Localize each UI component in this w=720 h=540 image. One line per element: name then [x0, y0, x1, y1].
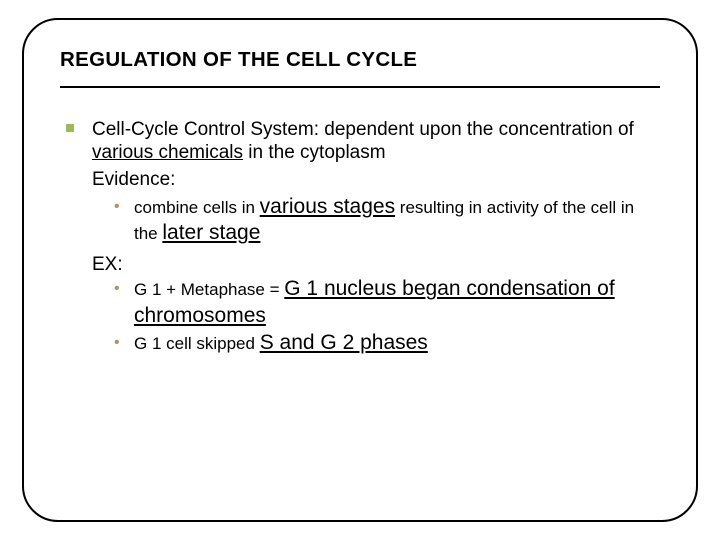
ex2-a: G 1 cell skipped: [134, 334, 260, 353]
evidence-label: Evidence:: [92, 168, 660, 191]
ex-item-2: • G 1 cell skipped S and G 2 phases: [92, 330, 660, 357]
lead-text-a: Cell-Cycle Control System: dependent upo…: [92, 119, 634, 140]
ev-a: combine cells in: [134, 198, 260, 217]
dot-bullet-icon: •: [114, 194, 134, 216]
evidence-text: combine cells in various stages resultin…: [134, 194, 660, 248]
dot-bullet-icon: •: [114, 330, 134, 352]
bullet-content: Cell-Cycle Control System: dependent upo…: [92, 118, 660, 357]
slide-frame: REGULATION OF THE CELL CYCLE Cell-Cycle …: [22, 18, 698, 522]
slide-title: REGULATION OF THE CELL CYCLE: [60, 48, 660, 72]
ev-u2: later stage: [162, 221, 260, 244]
title-divider: [60, 86, 660, 88]
ex2-u: S and G 2 phases: [260, 331, 428, 354]
ev-u1: various stages: [260, 195, 395, 218]
lead-text-b: in the cytoplasm: [243, 142, 386, 163]
ex-item-1: • G 1 + Metaphase = G 1 nucleus began co…: [92, 276, 660, 330]
bullet-row-main: Cell-Cycle Control System: dependent upo…: [66, 118, 660, 357]
ex-text-2: G 1 cell skipped S and G 2 phases: [134, 330, 428, 357]
lead-underline: various chemicals: [92, 142, 243, 163]
lead-paragraph: Cell-Cycle Control System: dependent upo…: [92, 118, 660, 164]
body-area: Cell-Cycle Control System: dependent upo…: [60, 118, 660, 357]
evidence-item: • combine cells in various stages result…: [92, 194, 660, 248]
square-bullet-icon: [66, 118, 92, 132]
ex-label: EX:: [92, 253, 660, 276]
dot-bullet-icon: •: [114, 276, 134, 298]
ex-text-1: G 1 + Metaphase = G 1 nucleus began cond…: [134, 276, 660, 330]
ex1-a: G 1 + Metaphase =: [134, 280, 284, 299]
